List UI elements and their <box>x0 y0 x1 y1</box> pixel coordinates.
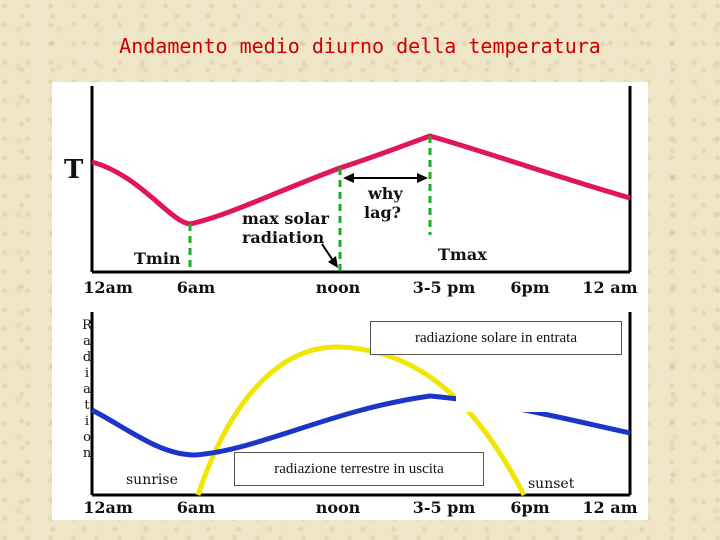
temperature-curve <box>91 133 631 227</box>
y-label-letter: n <box>82 446 92 461</box>
top-x-tick-label: 12 am <box>582 278 637 297</box>
sunrise-label: sunrise <box>126 472 178 488</box>
bottom-x-tick-label: 12 am <box>582 498 637 517</box>
top-x-tick-label: 6am <box>177 278 216 297</box>
incoming-radiation-label: radiazione solare in entrata <box>370 321 622 355</box>
bottom-x-tick-label: noon <box>316 498 361 517</box>
max-solar-label-line1: max solar <box>242 209 330 228</box>
tmax-label: Tmax <box>438 245 487 264</box>
terrestrial-radiation-curve <box>90 393 631 458</box>
bottom-x-tick-label: 12am <box>83 498 133 517</box>
top-x-tick-label: 3-5 pm <box>413 278 476 297</box>
top-x-tick-label: 6pm <box>510 278 549 297</box>
bottom-x-tick-label: 3-5 pm <box>413 498 476 517</box>
top-x-tick-label: noon <box>316 278 361 297</box>
solar-radiation-curve <box>195 344 527 497</box>
blank-label-box <box>456 372 620 412</box>
y-label-letter: d <box>82 350 92 365</box>
y-label-letter: o <box>83 430 91 445</box>
bottom-x-tick-label: 6am <box>177 498 216 517</box>
top-x-tick-label: 12am <box>83 278 133 297</box>
max-solar-arrow-head <box>328 256 338 268</box>
slide-title: Andamento medio diurno della temperatura <box>119 34 601 58</box>
tmin-label: Tmin <box>134 249 181 268</box>
bottom-x-tick-labels: 12am 6am noon 3-5 pm 6pm 12 am <box>83 498 637 517</box>
y-label-letter: a <box>83 382 91 397</box>
top-x-tick-labels: 12am 6am noon 3-5 pm 6pm 12 am <box>83 278 637 297</box>
outgoing-radiation-label: radiazione terrestre in uscita <box>234 452 484 486</box>
why-lag-label-line1: why <box>367 184 403 203</box>
y-label-letter: a <box>83 334 91 349</box>
bottom-x-tick-label: 6pm <box>510 498 549 517</box>
sunset-label: sunset <box>528 476 575 492</box>
y-label-letter: i <box>84 414 90 429</box>
diagram-panel <box>52 82 648 520</box>
top-y-label: T <box>64 155 84 185</box>
max-solar-label-line2: radiation <box>242 228 325 247</box>
lag-arrow-head-left <box>343 173 354 183</box>
why-lag-label-line2: lag? <box>364 203 401 222</box>
lag-arrow-head-right <box>417 173 428 183</box>
y-label-letter: R <box>82 318 92 333</box>
y-label-letter: i <box>84 366 90 381</box>
y-label-letter: t <box>84 398 90 413</box>
